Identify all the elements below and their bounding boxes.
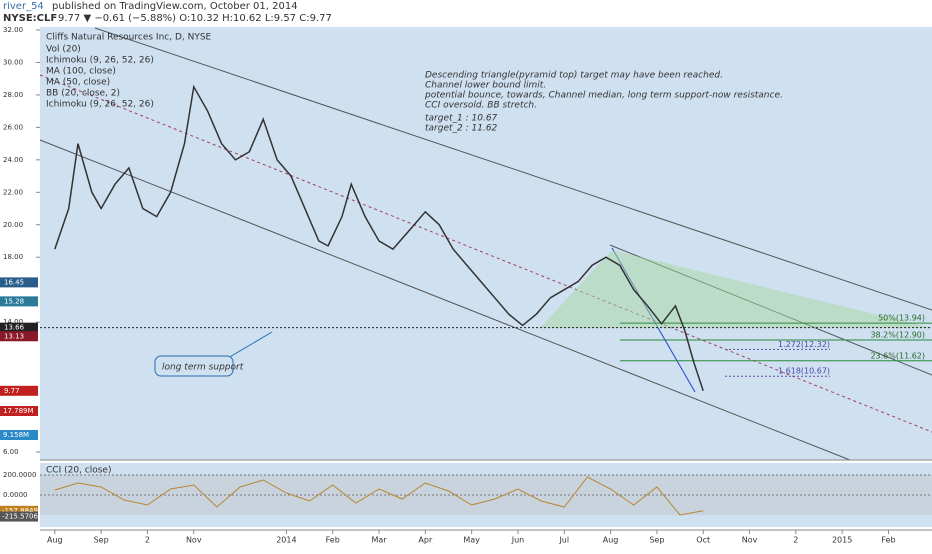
y-tick-label: 6.00 (3, 448, 19, 456)
price-marker-box (0, 385, 38, 396)
price-marker-box (0, 277, 38, 288)
volume-marker-box (0, 406, 38, 416)
indicator: MA (50, close) (46, 78, 110, 88)
indicator: BB (20, close, 2) (46, 89, 120, 99)
callout-pointer (227, 331, 273, 359)
y-tick-label: 30.00 (3, 58, 23, 66)
x-tick-label: Apr (418, 536, 433, 545)
published: published on TradingView.com, October 01… (52, 1, 298, 12)
x-tick-label: 2014 (276, 536, 296, 545)
target: target_1 : 10.67 (425, 114, 498, 124)
x-tick-label: Aug (603, 536, 619, 545)
target: target_2 : 11.62 (425, 124, 498, 134)
y-tick-label: 28.00 (3, 91, 23, 99)
price-marker: 13.13 (4, 332, 24, 340)
x-tick-label: Feb (881, 536, 895, 545)
series-line (54, 84, 704, 392)
x-tick-label: May (463, 536, 480, 545)
price-marker-box (0, 296, 38, 307)
x-tick-label: Oct (696, 536, 710, 545)
triangle (540, 250, 932, 328)
y-tick-label: 24.00 (3, 156, 23, 164)
volume-marker-box (0, 430, 38, 440)
x-tick-label: Aug (47, 536, 63, 545)
x-tick-label: 2015 (832, 536, 852, 545)
callout-box (154, 355, 234, 377)
x-tick-label: 2 (793, 536, 798, 545)
cci-marker: -157.8849 (2, 507, 38, 515)
channel-median (39, 74, 932, 433)
fib-label: 23.6%(11.62) (870, 351, 925, 360)
annotation: Channel lower bound limit. (425, 81, 546, 91)
price-marker: 16.45 (4, 278, 24, 286)
indicator: Ichimoku (9, 26, 52, 26) (46, 56, 154, 66)
channel-upper (94, 27, 932, 311)
x-tick-label: Mar (371, 536, 387, 545)
x-tick-label: Jul (558, 536, 569, 545)
chart-title: Cliffs Natural Resources Inc, D, NYSE (46, 33, 212, 43)
y-tick-label: 20.00 (3, 221, 23, 229)
price-marker: 15.28 (4, 297, 24, 305)
fib-label: 1.618(10.67) (778, 367, 830, 376)
main-pane (40, 27, 932, 460)
x-tick-label: 2 (145, 536, 150, 545)
cci-tick-label: 200.0000 (3, 471, 36, 479)
x-tick-label: Jun (511, 536, 525, 545)
cci-marker-box (0, 511, 38, 522)
price-marker-box (0, 322, 38, 333)
y-tick-label: 26.00 (3, 123, 23, 131)
indicator: Vol (20) (46, 45, 81, 55)
y-tick-label: 22.00 (3, 188, 23, 196)
user[interactable]: river_54 (3, 1, 44, 12)
series-line (54, 476, 704, 516)
y-tick-label: 18.00 (3, 253, 23, 261)
y-tick-label: 32.00 (3, 26, 23, 34)
annotation: Descending triangle(pyramid top) target … (425, 71, 723, 81)
cci-marker: -215.5706 (2, 513, 38, 521)
channel-lower (39, 139, 851, 461)
x-tick-label: Sep (94, 536, 109, 545)
x-tick-label: Feb (326, 536, 340, 545)
x-tick-label: Nov (742, 536, 758, 545)
fib-label: 1.272(12.32) (778, 340, 830, 349)
indicator: Ichimoku (9, 26, 52, 26) (46, 100, 154, 110)
cci-tick-label: 0.0000 (3, 491, 28, 499)
volume-marker: 9.158M (3, 431, 29, 439)
fib-label: 38.2%(12.90) (870, 331, 925, 340)
price-marker: 9.77 (4, 387, 20, 395)
price-marker-box (0, 331, 38, 342)
y-tick-label: 14.00 (3, 318, 23, 326)
volume-marker: 17.789M (3, 407, 34, 415)
fib-label: 50%(13.94) (878, 314, 925, 323)
x-tick-label: Sep (649, 536, 664, 545)
price-marker: 13.66 (4, 324, 25, 332)
cci-title: CCI (20, close) (46, 466, 111, 476)
quote: 9.77 ▼ −0.61 (−5.88%) O:10.32 H:10.62 L:… (58, 13, 332, 24)
annotation: potential bounce, towards, Channel media… (424, 91, 783, 101)
annotation: CCI oversold. BB stretch. (425, 101, 537, 111)
x-tick-label: Nov (186, 536, 202, 545)
symbol: NYSE:CLF (3, 13, 57, 24)
callout-text: long term support (162, 363, 244, 373)
cci-marker-box (0, 505, 38, 516)
indicator: MA (100, close) (46, 67, 116, 77)
